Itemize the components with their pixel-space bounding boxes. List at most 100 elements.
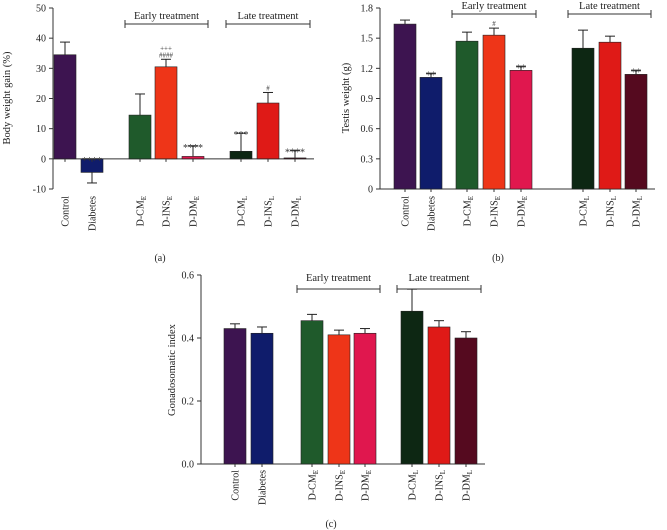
significance-marker: *** <box>234 130 249 141</box>
panel-label: (a) <box>154 253 165 264</box>
category-label: Diabetes <box>88 196 99 231</box>
bar <box>419 77 443 190</box>
bar <box>327 334 351 465</box>
y-axis-title: Testis weight (g) <box>341 62 352 133</box>
category-label: D-CML <box>237 196 250 226</box>
category-label: D-DML <box>291 196 304 227</box>
group-label: Late treatment <box>238 11 299 22</box>
y-axis-title: Gonadosomatic index <box>167 323 178 416</box>
y-tick-label: 1.8 <box>361 4 374 15</box>
category-label-subscript: E <box>467 196 475 200</box>
y-tick-label: 0 <box>368 185 373 196</box>
category-label-subscript: L <box>439 470 447 474</box>
group-label: Early treatment <box>461 1 526 12</box>
category-label-text: D-CM <box>308 474 319 500</box>
category-label: Control <box>231 470 242 501</box>
y-tick-label: 1.2 <box>361 64 374 75</box>
category-label-subscript: E <box>193 196 201 200</box>
category-label-text: D-INS <box>264 200 275 227</box>
y-tick-label: 0.6 <box>182 271 195 282</box>
category-label-subscript: E <box>140 196 148 200</box>
category-label: D-INSE <box>490 196 503 227</box>
bar <box>400 310 424 465</box>
group-label: Early treatment <box>134 11 199 22</box>
category-label-subscript: E <box>166 196 174 200</box>
bar <box>223 328 247 465</box>
category-label: D-INSE <box>335 470 348 501</box>
y-axis-title: Body weight gain (%) <box>2 51 13 145</box>
bar <box>509 70 533 190</box>
y-tick-label: 1.5 <box>361 34 374 45</box>
category-label-text: D-DM <box>462 474 473 501</box>
group-label: Late treatment <box>579 1 640 12</box>
category-label-text: D-DM <box>189 200 200 227</box>
y-tick-label: 0.6 <box>361 124 374 135</box>
category-label-text: Control <box>231 470 242 501</box>
significance-marker: ** <box>516 63 526 74</box>
category-label-text: D-DM <box>361 474 372 501</box>
y-tick-label: 0.0 <box>182 460 195 471</box>
panel-b-testis-weight: 0 0.3 0.6 0.9 1.2 1.5 1.8 Testis weight (g) Cont… <box>341 1 655 264</box>
group-label: Early treatment <box>306 273 371 284</box>
significance-marker: # <box>266 84 270 92</box>
category-label-subscript: E <box>494 196 502 200</box>
category-label-subscript: L <box>295 196 303 200</box>
panel-label: (b) <box>492 253 504 264</box>
y-tick-label: -10 <box>33 185 46 196</box>
category-label-subscript: L <box>268 196 276 200</box>
category-label-text: D-DM <box>291 200 302 227</box>
significance-marker: +++ <box>160 44 172 52</box>
bar <box>250 332 274 465</box>
category-label-text: Control <box>401 196 412 227</box>
bar <box>256 102 280 160</box>
bar <box>53 54 77 160</box>
category-label-subscript: E <box>365 470 373 474</box>
category-label: D-DML <box>632 196 645 227</box>
y-tick-label: 0.3 <box>361 154 374 165</box>
y-tick-label: 0.4 <box>182 334 195 345</box>
panel-label: (c) <box>325 519 336 530</box>
category-label-text: D-INS <box>335 474 346 501</box>
category-label-subscript: E <box>339 470 347 474</box>
category-label-subscript: L <box>636 196 644 200</box>
y-tick-label: 0 <box>41 154 46 165</box>
category-label-text: D-INS <box>490 200 501 227</box>
category-label-text: D-DM <box>517 200 528 227</box>
bar <box>482 34 506 190</box>
category-label: D-CME <box>463 196 476 226</box>
category-label-subscript: L <box>241 196 249 200</box>
category-label: D-DML <box>462 470 475 501</box>
category-label: D-CML <box>408 470 421 500</box>
bar <box>229 150 253 160</box>
category-label-text: Diabetes <box>427 196 438 231</box>
category-label: D-CML <box>579 196 592 226</box>
category-label: D-DME <box>517 196 530 227</box>
category-label: D-DME <box>361 470 374 501</box>
y-tick-label: 0.2 <box>182 397 195 408</box>
category-label: Control <box>401 196 412 227</box>
significance-marker: #### <box>159 51 174 59</box>
category-label-subscript: L <box>466 470 474 474</box>
category-label-text: Diabetes <box>258 470 269 505</box>
category-label: Control <box>61 196 72 227</box>
y-tick-label: 20 <box>36 94 46 105</box>
significance-marker: ** <box>426 70 436 81</box>
category-label-subscript: L <box>583 196 591 200</box>
y-tick-label: 10 <box>36 124 46 135</box>
significance-marker: **** <box>285 147 305 158</box>
category-label: Diabetes <box>258 470 269 505</box>
category-label-text: D-CM <box>408 474 419 500</box>
category-label-subscript: E <box>521 196 529 200</box>
bar <box>393 23 417 190</box>
y-tick-label: 40 <box>36 34 46 45</box>
category-label-subscript: E <box>312 470 320 474</box>
category-label-subscript: L <box>610 196 618 200</box>
bar <box>598 41 622 190</box>
category-label: D-INSL <box>606 196 619 227</box>
category-label-text: D-CM <box>463 200 474 226</box>
category-label-text: D-CM <box>136 200 147 226</box>
bar <box>353 332 377 465</box>
category-label-text: D-INS <box>606 200 617 227</box>
category-label-text: D-INS <box>435 474 446 501</box>
